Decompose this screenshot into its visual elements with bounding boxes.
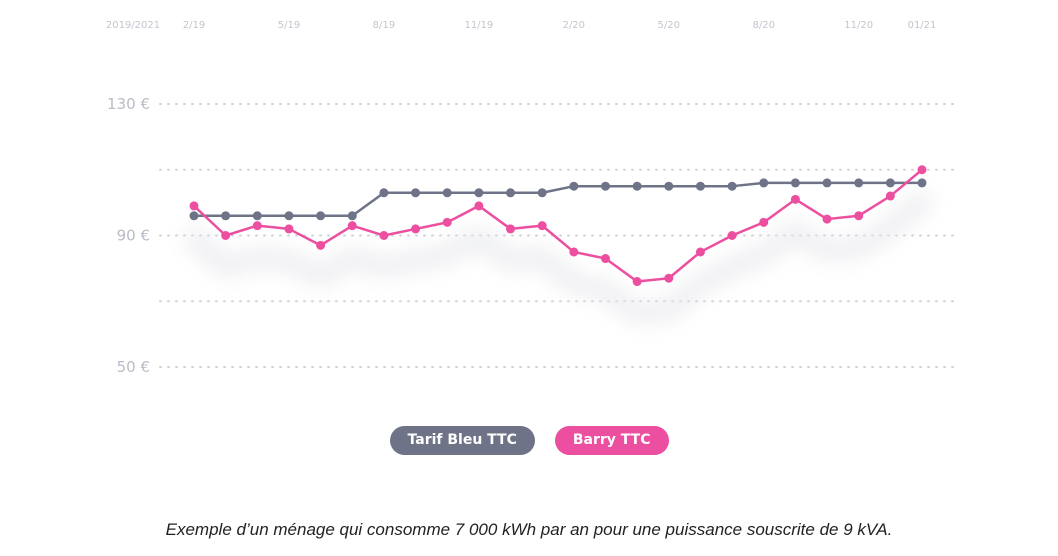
y-axis-labels: 130 € 90 € 50 € bbox=[107, 95, 150, 376]
x-tick-label-0: 2/19 bbox=[183, 20, 205, 31]
x-tick-label-8: 01/21 bbox=[908, 20, 937, 31]
tarif-bleu-point-18 bbox=[759, 178, 769, 188]
barry-point-20 bbox=[822, 214, 832, 224]
x-tick-label-3: 11/19 bbox=[464, 20, 493, 31]
tarif-bleu-point-19 bbox=[790, 178, 800, 188]
legend: Tarif Bleu TTC Barry TTC bbox=[0, 426, 1058, 455]
grid-lines bbox=[159, 103, 961, 368]
series-group bbox=[189, 165, 927, 287]
tarif-bleu-point-17 bbox=[727, 181, 737, 191]
barry-point-16 bbox=[695, 247, 705, 257]
series-shadow bbox=[184, 191, 932, 324]
barry-point-23 bbox=[917, 165, 927, 175]
barry-point-14 bbox=[632, 277, 642, 287]
tarif-bleu-point-3 bbox=[284, 211, 294, 221]
x-tick-label-4: 2/20 bbox=[563, 20, 585, 31]
x-tick-label-2: 8/19 bbox=[373, 20, 395, 31]
barry-point-11 bbox=[537, 221, 547, 231]
tarif-bleu-point-7 bbox=[411, 188, 421, 198]
barry-point-13 bbox=[600, 254, 610, 264]
barry-point-12 bbox=[569, 247, 579, 257]
tarif-bleu-point-23 bbox=[917, 178, 927, 188]
barry-point-3 bbox=[284, 224, 294, 234]
barry-series-line bbox=[192, 168, 924, 283]
y-tick-label-1: 90 € bbox=[117, 227, 150, 245]
x-tick-label-6: 8/20 bbox=[753, 20, 775, 31]
y-tick-label-0: 130 € bbox=[107, 95, 150, 113]
barry-point-18 bbox=[759, 217, 769, 227]
barry-point-21 bbox=[854, 211, 864, 221]
legend-barry[interactable]: Barry TTC bbox=[554, 426, 669, 455]
barry-point-5 bbox=[347, 221, 357, 231]
tarif-bleu-point-13 bbox=[600, 181, 610, 191]
tarif-bleu-point-5 bbox=[347, 211, 357, 221]
tarif-bleu-point-20 bbox=[822, 178, 832, 188]
barry-point-4 bbox=[316, 240, 326, 250]
tarif-bleu-point-4 bbox=[316, 211, 326, 221]
tarif-bleu-series-line bbox=[192, 181, 924, 218]
tarif-bleu-point-8 bbox=[442, 188, 452, 198]
tarif-bleu-point-15 bbox=[664, 181, 674, 191]
x-tick-label-1: 5/19 bbox=[278, 20, 300, 31]
x-axis-labels: 2019/2021 2/19 5/19 8/19 11/19 2/20 5/20 8/20 11… bbox=[106, 20, 937, 31]
barry-point-7 bbox=[411, 224, 421, 234]
barry-point-6 bbox=[379, 231, 389, 240]
barry-point-2 bbox=[252, 221, 262, 231]
tarif-bleu-point-21 bbox=[854, 178, 864, 188]
barry-point-8 bbox=[442, 217, 452, 227]
barry-point-0 bbox=[189, 201, 199, 211]
tarif-bleu-point-16 bbox=[695, 181, 705, 191]
tarif-bleu-point-10 bbox=[506, 188, 516, 198]
tarif-bleu-point-11 bbox=[537, 188, 547, 198]
tarif-bleu-point-1 bbox=[221, 211, 231, 221]
y-tick-label-2: 50 € bbox=[117, 358, 150, 376]
tarif-bleu-point-14 bbox=[632, 181, 642, 191]
barry-point-15 bbox=[664, 273, 674, 283]
barry-point-1 bbox=[221, 231, 231, 240]
chart-caption: Exemple d’un ménage qui consomme 7 000 k… bbox=[165, 520, 893, 539]
tarif-bleu-point-2 bbox=[252, 211, 262, 221]
barry-point-9 bbox=[474, 201, 484, 211]
barry-point-17 bbox=[727, 231, 737, 240]
legend-tarif-bleu[interactable]: Tarif Bleu TTC bbox=[389, 426, 535, 455]
x-tick-label-7: 11/20 bbox=[844, 20, 873, 31]
barry-point-10 bbox=[506, 224, 516, 234]
barry-point-19 bbox=[790, 194, 800, 204]
period-label: 2019/2021 bbox=[106, 20, 160, 31]
barry-point-22 bbox=[885, 191, 895, 201]
tarif-bleu-point-0 bbox=[189, 211, 199, 221]
x-tick-label-5: 5/20 bbox=[658, 20, 680, 31]
tarif-bleu-point-22 bbox=[885, 178, 895, 188]
tarif-bleu-point-9 bbox=[474, 188, 484, 198]
tarif-bleu-point-6 bbox=[379, 188, 389, 198]
barry-series-shadow bbox=[184, 191, 932, 324]
tarif-bleu-point-12 bbox=[569, 181, 579, 191]
